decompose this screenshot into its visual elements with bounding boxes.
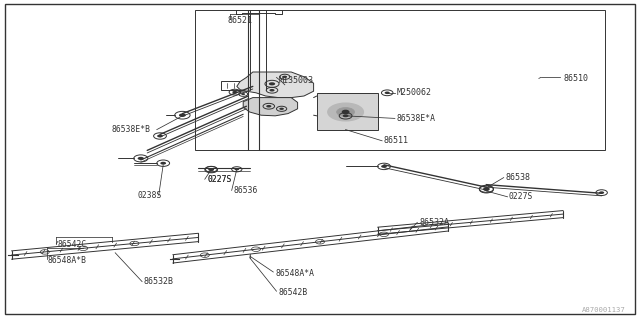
- Circle shape: [282, 76, 287, 78]
- Circle shape: [342, 110, 349, 114]
- Text: 86538E*A: 86538E*A: [397, 114, 436, 123]
- Circle shape: [241, 93, 245, 95]
- Circle shape: [160, 162, 166, 164]
- Circle shape: [279, 108, 284, 110]
- Bar: [195, 10, 605, 150]
- Bar: [317, 93, 378, 130]
- Text: 86548A*A: 86548A*A: [275, 269, 314, 278]
- Text: 86538E*B: 86538E*B: [112, 125, 151, 134]
- Polygon shape: [243, 98, 298, 116]
- Text: 86548A*B: 86548A*B: [48, 256, 87, 265]
- Text: 86542C: 86542C: [58, 240, 87, 249]
- Text: 86511: 86511: [384, 136, 409, 145]
- Text: A870001137: A870001137: [582, 307, 626, 313]
- Circle shape: [179, 114, 186, 117]
- Circle shape: [232, 91, 237, 93]
- Text: 86532B: 86532B: [144, 277, 174, 286]
- Bar: [221, 81, 259, 90]
- Text: M250062: M250062: [397, 88, 432, 97]
- Text: M135003: M135003: [278, 76, 314, 84]
- Circle shape: [269, 82, 275, 85]
- Circle shape: [381, 165, 387, 168]
- Circle shape: [483, 188, 490, 191]
- Text: 86542B: 86542B: [278, 288, 308, 297]
- Circle shape: [234, 168, 239, 171]
- Text: 86510: 86510: [563, 74, 588, 83]
- Circle shape: [138, 157, 144, 160]
- Circle shape: [599, 191, 604, 194]
- Text: 0227S: 0227S: [509, 192, 533, 201]
- Text: 0227S: 0227S: [208, 175, 232, 184]
- Circle shape: [209, 168, 214, 171]
- Circle shape: [266, 105, 271, 108]
- Circle shape: [328, 103, 364, 121]
- Text: 0238S: 0238S: [138, 191, 162, 200]
- Circle shape: [483, 187, 490, 190]
- Circle shape: [209, 168, 214, 171]
- Polygon shape: [237, 72, 314, 98]
- Circle shape: [157, 135, 163, 138]
- Text: 0227S: 0227S: [208, 175, 232, 184]
- Text: 86521: 86521: [227, 16, 252, 25]
- Text: 86538: 86538: [506, 173, 531, 182]
- Text: 86532A: 86532A: [419, 218, 449, 227]
- Circle shape: [343, 115, 349, 117]
- Circle shape: [385, 92, 390, 94]
- Circle shape: [269, 89, 275, 92]
- Circle shape: [337, 108, 355, 116]
- Text: 86536: 86536: [234, 186, 258, 195]
